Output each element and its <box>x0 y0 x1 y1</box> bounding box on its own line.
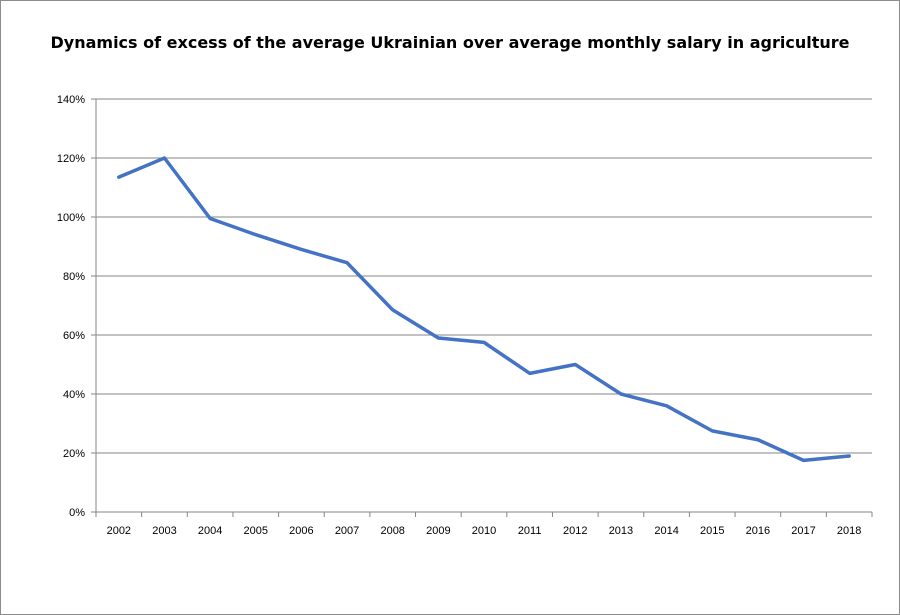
x-tick-label: 2009 <box>426 525 450 537</box>
x-tick-label: 2016 <box>746 525 770 537</box>
x-tick-labels: 2002 2003 2004 2005 2006 2007 2008 2009 2010 2011… <box>107 525 862 537</box>
x-tick-label: 2018 <box>837 525 861 537</box>
x-tick-label: 2008 <box>380 525 404 537</box>
x-tick-label: 2011 <box>518 525 542 537</box>
y-tick-label: 60% <box>63 330 85 342</box>
y-tick-labels: 0% 20% 40% 60% 80% 100% 120% 140% <box>57 94 85 519</box>
series-line <box>117 156 851 463</box>
gridlines <box>96 98 872 454</box>
x-tick-label: 2002 <box>107 525 131 537</box>
y-tick-label: 120% <box>57 153 85 165</box>
x-tick-label: 2012 <box>563 525 587 537</box>
x-tick-label: 2015 <box>700 525 724 537</box>
x-tick-label: 2004 <box>198 525 222 537</box>
y-tick-label: 100% <box>57 212 85 224</box>
y-tick-label: 140% <box>57 94 85 106</box>
y-tick-label: 80% <box>63 271 85 283</box>
x-tick-label: 2007 <box>335 525 359 537</box>
x-tick-label: 2003 <box>152 525 176 537</box>
series-group <box>117 156 851 463</box>
x-tick-label: 2017 <box>791 525 815 537</box>
y-tick-label: 0% <box>69 507 85 519</box>
x-tick-label: 2006 <box>289 525 313 537</box>
x-tick-label: 2010 <box>472 525 496 537</box>
x-tick-label: 2014 <box>654 525 678 537</box>
y-tick-label: 40% <box>63 389 85 401</box>
x-tick-label: 2013 <box>609 525 633 537</box>
chart-title: Dynamics of excess of the average Ukrain… <box>50 33 850 52</box>
y-tick-label: 20% <box>63 448 85 460</box>
x-tick-label: 2005 <box>244 525 268 537</box>
axes <box>91 98 873 517</box>
